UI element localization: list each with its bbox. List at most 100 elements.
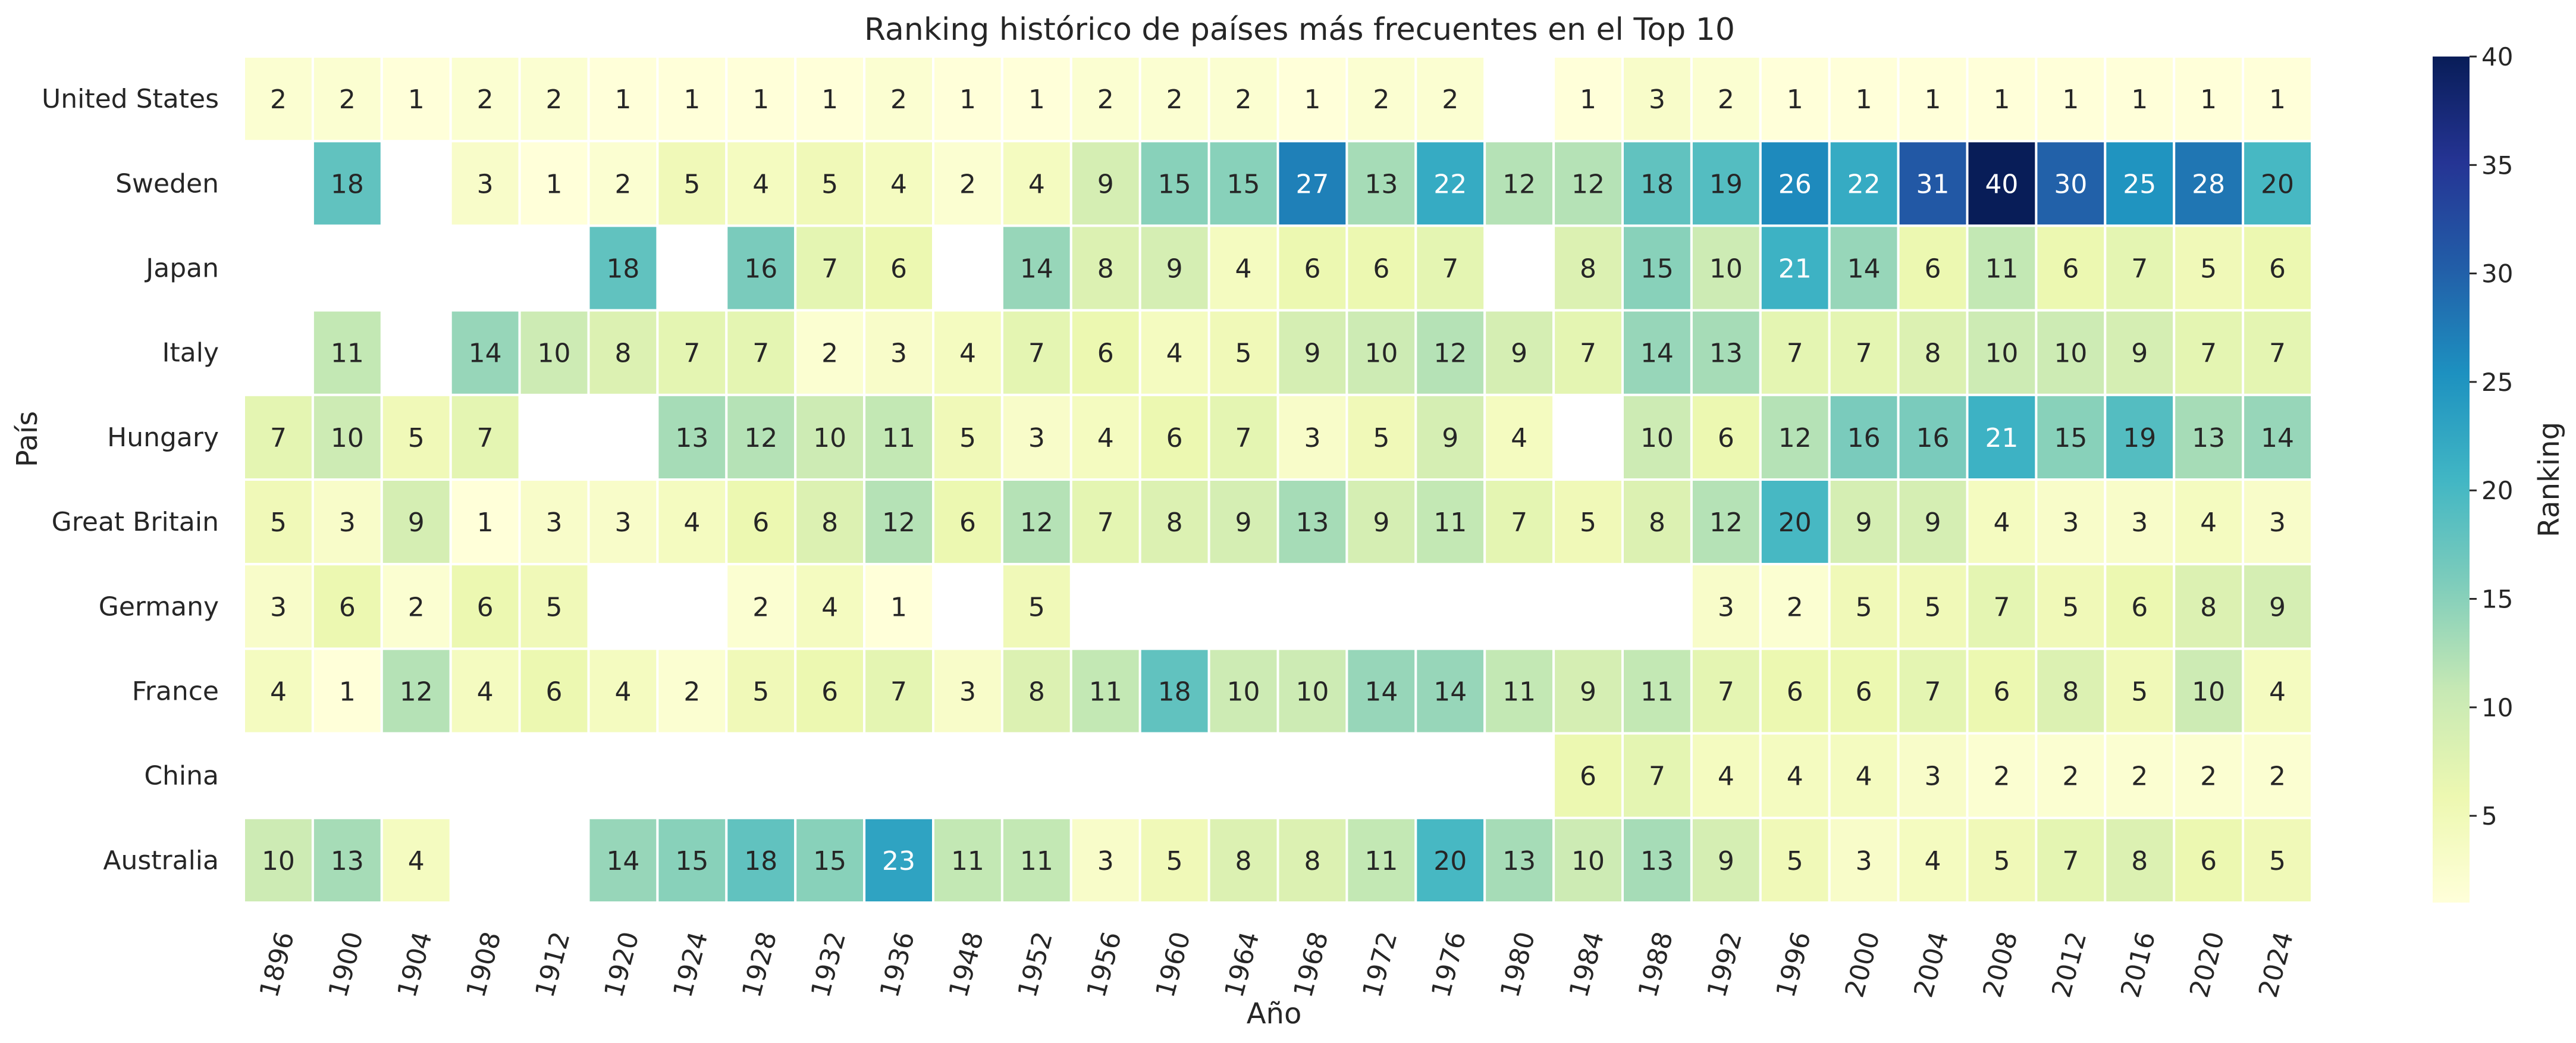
cell-value-label: 13 — [1502, 846, 1536, 876]
cell-value-label: 6 — [1304, 254, 1320, 284]
heatmap-cell — [1414, 140, 1486, 227]
cell-value-label: 6 — [546, 677, 563, 707]
heatmap-cell — [1690, 478, 1762, 566]
cell-value-label: 4 — [2269, 677, 2286, 707]
cell-value-label: 10 — [1364, 339, 1398, 369]
cell-value-label: 7 — [1511, 508, 1527, 538]
heatmap-cell — [1483, 140, 1555, 227]
heatmap-cell — [1138, 647, 1210, 735]
cell-value-label: 26 — [1778, 169, 1812, 199]
x-tick-label: 2008 — [1977, 929, 2023, 1001]
cell-value-label: 6 — [1373, 254, 1389, 284]
heatmap-cell — [449, 647, 521, 735]
cell-value-label: 1 — [959, 84, 976, 115]
cell-value-label: 5 — [546, 592, 563, 622]
heatmap-cell — [2173, 816, 2245, 904]
heatmap-cell — [2035, 393, 2107, 481]
heatmap-cell — [2104, 55, 2176, 143]
heatmap-cell — [518, 647, 590, 735]
heatmap-cell — [2242, 55, 2314, 143]
cell-value-label: 28 — [2192, 169, 2225, 199]
heatmap-cell — [2104, 732, 2176, 819]
x-tick-label: 1932 — [805, 929, 852, 1001]
heatmap-cell — [1552, 309, 1624, 396]
cell-value-label: 2 — [683, 677, 700, 707]
heatmap-cell — [1483, 393, 1555, 481]
y-tick-labels: United States Sweden Japan Italy Hungary Grea… — [42, 84, 219, 876]
cell-value-label: 12 — [1020, 508, 1053, 538]
cell-value-label: 18 — [744, 846, 777, 876]
heatmap-cell — [449, 309, 521, 396]
cell-value-label: 6 — [1993, 677, 2010, 707]
cell-value-label: 12 — [1571, 169, 1605, 199]
heatmap-cell — [1414, 55, 1486, 143]
heatmap-cell — [1621, 478, 1693, 566]
heatmap-cell — [380, 393, 452, 481]
cell-value-label: 25 — [2123, 169, 2156, 199]
cell-value-label: 9 — [1235, 508, 1252, 538]
cell-value-label: 2 — [546, 84, 563, 115]
heatmap-cell — [1207, 647, 1279, 735]
heatmap-cell — [1690, 55, 1762, 143]
heatmap-cell — [1828, 224, 1900, 312]
cell-value-label: 6 — [2200, 846, 2217, 876]
cell-value-label: 1 — [477, 508, 494, 538]
heatmap-cell — [1138, 224, 1210, 312]
heatmap-cells: 2 2 1 2 2 1 1 1 1 2 1 1 2 2 2 1 2 2 1 3 2 1 1 1 1 1 1 1 118 3 1 2 5 4 5 4 2 4… — [243, 55, 2314, 904]
chart-title: Ranking histórico de países más frecuent… — [864, 12, 1735, 48]
colorbar-tick-label: 5 — [2481, 801, 2497, 831]
cell-value-label: 9 — [1856, 508, 1872, 538]
x-tick-label: 1896 — [254, 929, 300, 1001]
heatmap-cell — [863, 309, 934, 396]
heatmap-cell — [863, 224, 934, 312]
heatmap-cell — [725, 55, 797, 143]
cell-value-label: 2 — [2131, 762, 2148, 792]
cell-value-label: 8 — [2200, 592, 2217, 622]
cell-value-label: 18 — [606, 254, 639, 284]
heatmap-cell — [1276, 816, 1348, 904]
heatmap-cell — [932, 393, 1003, 481]
heatmap-cell — [932, 478, 1003, 566]
cell-value-label: 3 — [2062, 508, 2079, 538]
heatmap-cell — [1276, 393, 1348, 481]
cell-value-label: 12 — [744, 423, 777, 453]
heatmap-cell — [932, 816, 1003, 904]
cell-value-label: 5 — [1235, 339, 1252, 369]
cell-value-label: 6 — [1787, 677, 1803, 707]
cell-value-label: 18 — [331, 169, 364, 199]
heatmap-cell — [518, 563, 590, 650]
heatmap-cell — [1897, 647, 1969, 735]
cell-value-label: 20 — [1433, 846, 1467, 876]
x-tick-label: 1936 — [874, 929, 921, 1001]
heatmap-cell — [1138, 816, 1210, 904]
heatmap-cell — [2035, 563, 2107, 650]
cell-value-label: 2 — [2062, 762, 2079, 792]
cell-value-label: 4 — [270, 677, 287, 707]
cell-value-label: 22 — [1847, 169, 1881, 199]
heatmap-cell — [2242, 647, 2314, 735]
cell-value-label: 2 — [959, 169, 976, 199]
cell-value-label: 9 — [1718, 846, 1734, 876]
cell-value-label: 5 — [1580, 508, 1596, 538]
heatmap-cell — [656, 393, 728, 481]
cell-value-label: 1 — [1304, 84, 1320, 115]
x-tick-label: 1960 — [1150, 929, 1197, 1001]
heatmap-cell — [1207, 478, 1279, 566]
y-tick-label: Japan — [144, 253, 219, 284]
cell-value-label: 8 — [614, 339, 631, 369]
x-tick-label: 2012 — [2046, 929, 2092, 1001]
cell-value-label: 5 — [683, 169, 700, 199]
heatmap-cell — [1828, 393, 1900, 481]
heatmap-cell — [2242, 816, 2314, 904]
cell-value-label: 6 — [959, 508, 976, 538]
heatmap-cell — [1345, 393, 1417, 481]
cell-value-label: 9 — [1373, 508, 1389, 538]
cell-value-label: 11 — [1433, 508, 1467, 538]
cell-value-label: 10 — [1295, 677, 1329, 707]
cell-value-label: 4 — [1097, 423, 1114, 453]
y-axis-label: País — [11, 411, 44, 468]
cell-value-label: 3 — [546, 508, 563, 538]
cell-value-label: 30 — [2054, 169, 2087, 199]
cell-value-label: 7 — [890, 677, 907, 707]
cell-value-label: 8 — [1649, 508, 1665, 538]
